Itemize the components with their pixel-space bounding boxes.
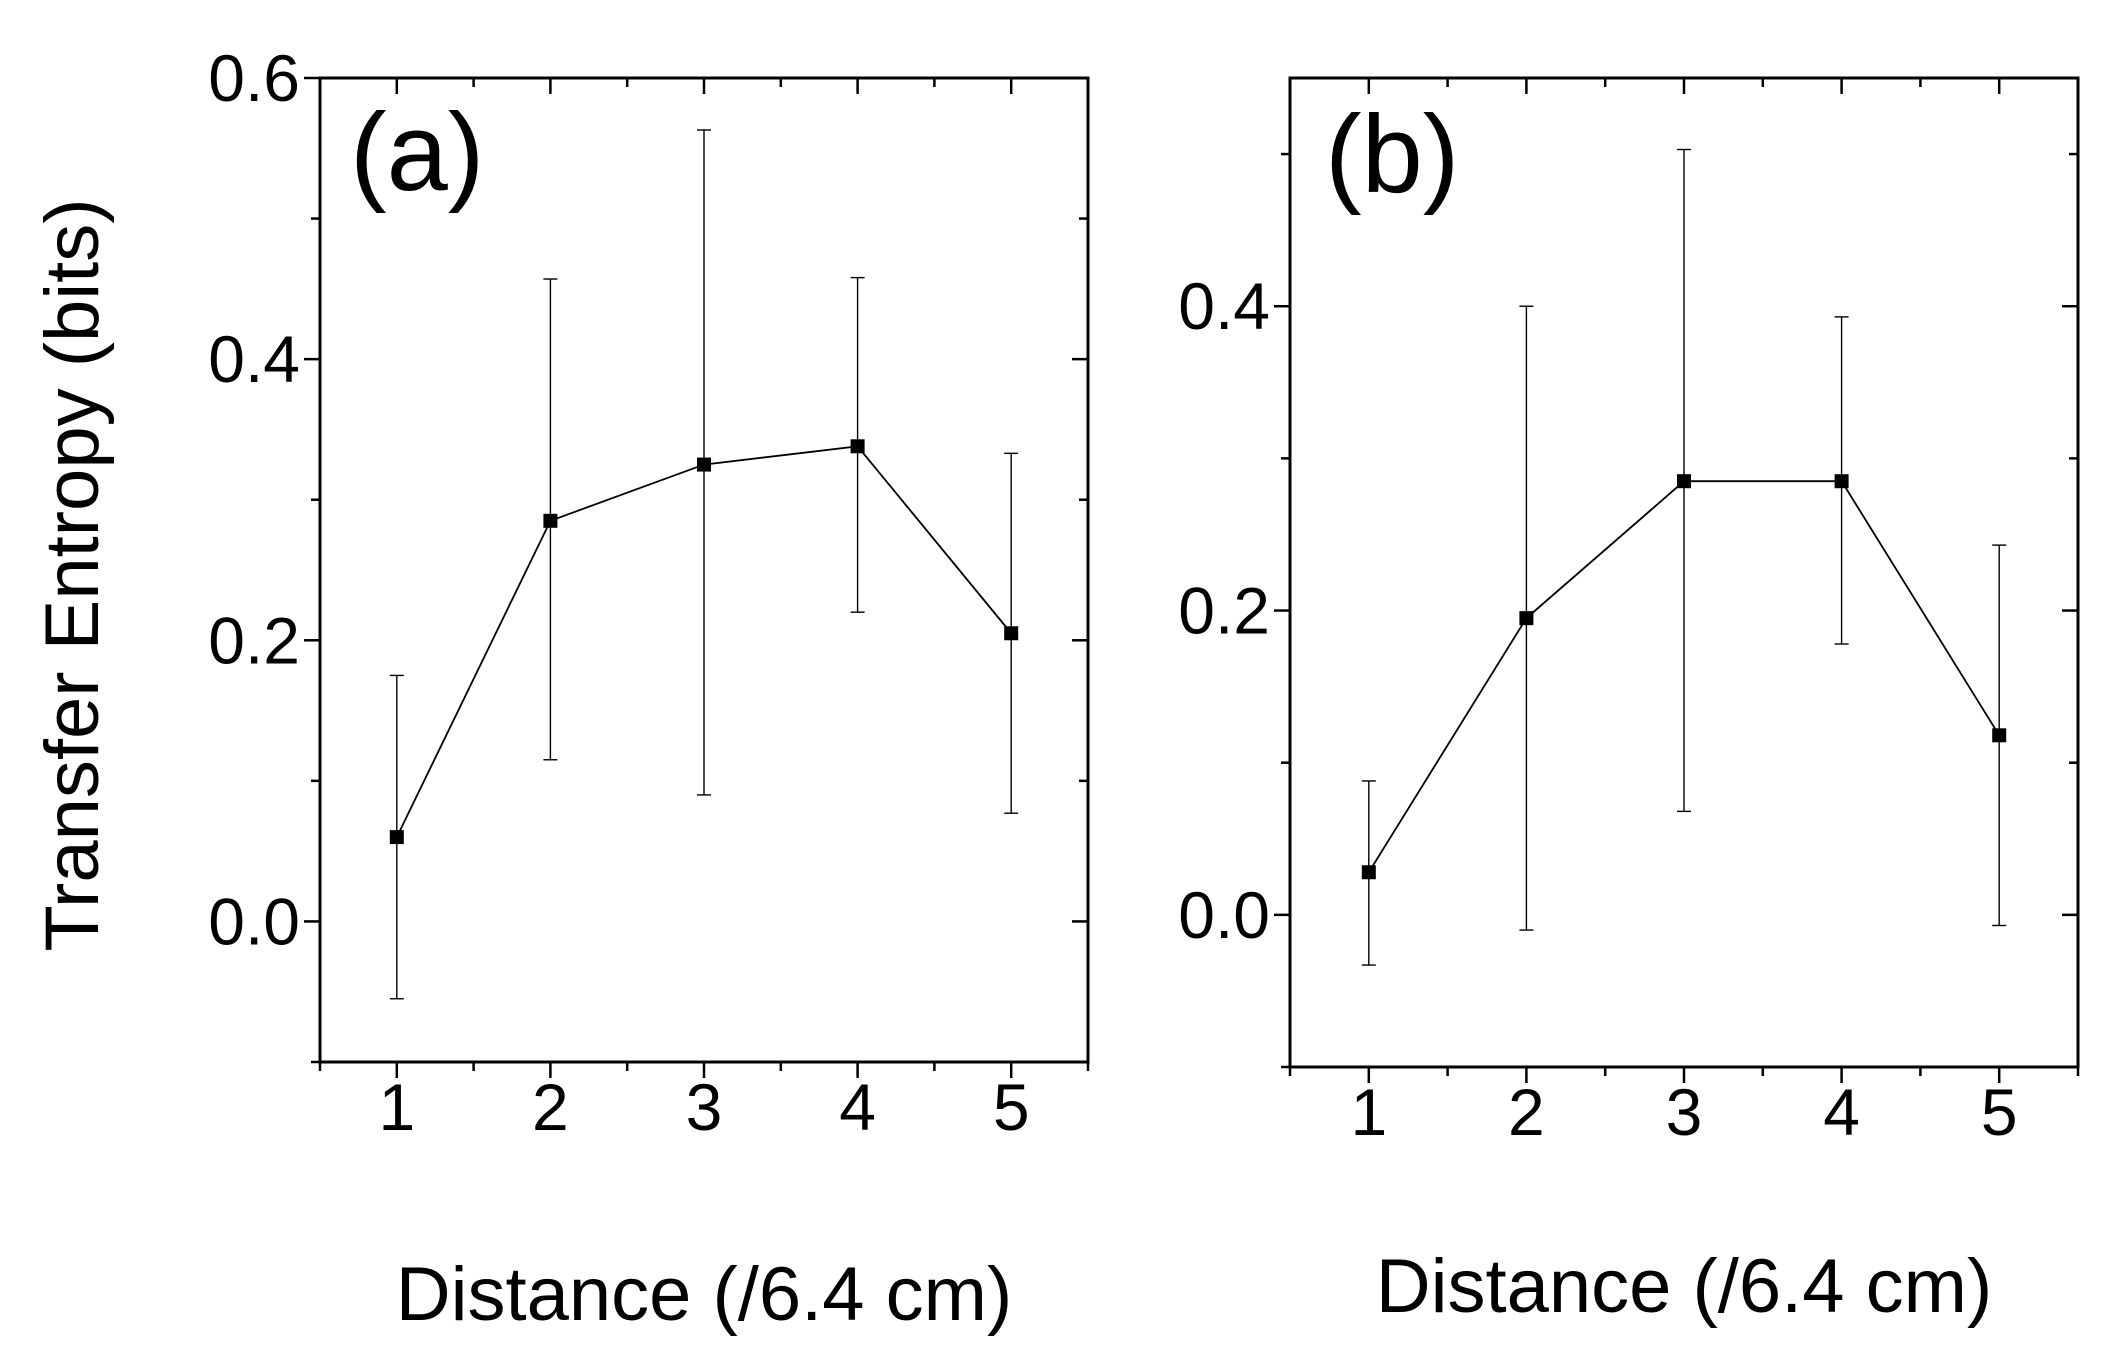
- x-tick-label-b: 2: [1508, 1075, 1545, 1149]
- shared-y-axis-title: Transfer Entropy (bits): [30, 198, 115, 951]
- x-tick-label-b: 4: [1823, 1075, 1860, 1149]
- y-tick-label-a: 0.6: [208, 41, 300, 115]
- data-point-a: [1004, 626, 1019, 641]
- data-point-b: [1992, 728, 2007, 743]
- x-axis-title-a: Distance (/6.4 cm): [396, 1252, 1013, 1337]
- y-tick-label-a: 0.0: [208, 884, 300, 958]
- data-point-a: [697, 457, 711, 472]
- panel-label-b: (b): [1325, 93, 1459, 216]
- data-point-a: [850, 439, 865, 454]
- panel-label-a: (a): [350, 91, 484, 214]
- y-tick-label-a: 0.2: [208, 603, 300, 677]
- x-tick-label-a: 3: [686, 1070, 723, 1144]
- data-point-b: [1361, 865, 1376, 880]
- data-point-b: [1519, 611, 1534, 626]
- y-tick-label-b: 0.2: [1178, 574, 1270, 648]
- x-axis-title-b: Distance (/6.4 cm): [1376, 1244, 1993, 1329]
- panel-a: 1 2 3 4 5 0.0 0.2 0.4 0.6 (a) Distance (/6.4 cm): [208, 41, 1090, 1337]
- y-tick-label-b: 0.4: [1178, 269, 1270, 343]
- y-tick-label-b: 0.0: [1178, 878, 1270, 952]
- x-tick-label-b: 5: [1981, 1075, 2018, 1149]
- data-point-b: [1834, 474, 1849, 489]
- x-tick-label-b: 1: [1350, 1075, 1387, 1149]
- x-tick-label-b: 3: [1666, 1075, 1703, 1149]
- data-point-a: [389, 830, 404, 845]
- x-tick-label-a: 1: [378, 1070, 415, 1144]
- y-tick-label-a: 0.4: [208, 322, 300, 396]
- x-tick-label-a: 2: [532, 1070, 569, 1144]
- panel-b: 1 2 3 4 5 0.0 0.2 0.4 (b) Distance (/6.4 cm): [1178, 76, 2080, 1329]
- x-tick-label-a: 4: [839, 1070, 876, 1144]
- data-point-a: [543, 513, 558, 528]
- x-tick-label-a: 5: [993, 1070, 1030, 1144]
- data-point-b: [1677, 474, 1691, 489]
